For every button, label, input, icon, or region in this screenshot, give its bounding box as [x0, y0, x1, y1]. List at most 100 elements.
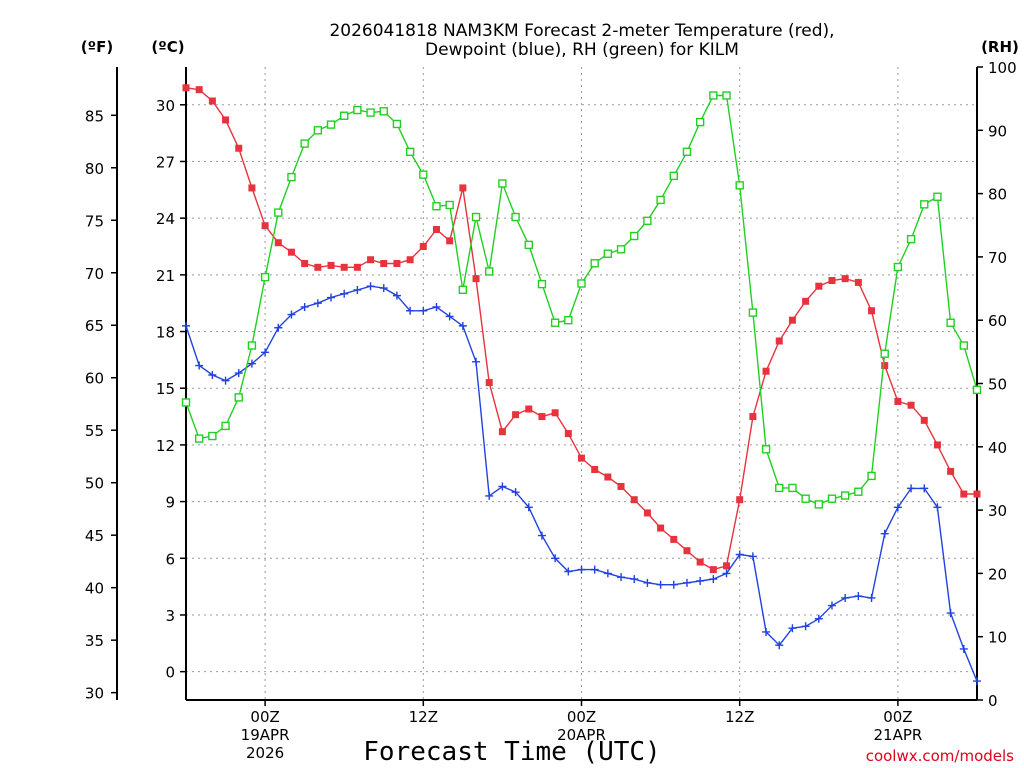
series-1-point-39: [696, 576, 705, 585]
title-line-2: Dewpoint (blue), RH (green) for KILM: [425, 40, 739, 60]
series-1-point-14: [366, 282, 375, 291]
series-0-point-49: [828, 277, 836, 285]
series-2-point-55: [906, 234, 916, 244]
series-0-point-56: [920, 416, 928, 424]
fahrenheit-tick-label-1: 35: [85, 632, 104, 650]
series-0-point-11: [327, 261, 335, 269]
series-1-point-13: [353, 285, 362, 294]
series-1-point-35: [643, 578, 652, 587]
fahrenheit-tick-label-9: 75: [85, 212, 104, 230]
celsius-tick-label-3: 9: [165, 494, 175, 512]
series-1-point-12: [340, 289, 349, 298]
series-0-point-15: [380, 260, 388, 268]
series-2-point-36: [656, 195, 665, 205]
series-2-point-26: [524, 240, 533, 250]
series-1-point-18: [419, 306, 428, 315]
series-1-point-11: [327, 293, 336, 302]
series-1-point-22: [472, 357, 481, 366]
series-2-point-32: [603, 249, 613, 258]
series-2-point-16: [392, 119, 402, 129]
series-2-point-8: [287, 172, 296, 182]
title-line-1: 2026041818 NAM3KM Forecast 2-meter Tempe…: [329, 21, 834, 41]
fahrenheit-tick-label-0: 30: [85, 685, 104, 703]
series-2-point-41: [722, 91, 731, 100]
series-2-point-17: [405, 147, 415, 157]
series-2-point-54: [893, 262, 903, 272]
series-0-point-60: [973, 490, 981, 498]
series-0-point-31: [591, 465, 599, 473]
series-2-point-30: [577, 279, 586, 288]
series-1-point-17: [406, 306, 415, 315]
series-0-point-24: [498, 428, 506, 436]
series-1-point-29: [564, 567, 573, 576]
series-1-point-59: [959, 644, 968, 653]
series-2-point-52: [867, 471, 876, 481]
series-1-point-16: [392, 291, 401, 300]
celsius-tick-label-10: 30: [156, 97, 175, 115]
series-1-point-52: [867, 593, 876, 602]
series-1: [182, 282, 981, 686]
series-2-point-59: [959, 341, 969, 350]
series-0-point-57: [933, 441, 941, 449]
series-1-point-45: [775, 641, 784, 650]
series-1-point-58: [946, 609, 955, 618]
series-0-point-9: [301, 260, 309, 268]
series-1-point-3: [221, 376, 230, 385]
series-1-point-43: [748, 552, 757, 561]
x-tick-label-4-0: 00Z: [883, 708, 912, 726]
celsius-tick-label-6: 18: [156, 324, 175, 342]
credit-link[interactable]: coolwx.com/models: [866, 747, 1014, 765]
rh-tick-label-9: 90: [988, 122, 1007, 140]
series-0-point-0: [182, 84, 190, 92]
rh-axis-unit: (RH): [981, 38, 1019, 56]
series-2-point-40: [709, 91, 718, 100]
series-1-point-30: [577, 565, 586, 574]
series-0-point-38: [683, 547, 691, 555]
rh-tick-label-6: 60: [988, 312, 1007, 330]
series-0-point-4: [235, 144, 243, 152]
series-0-point-32: [604, 473, 612, 481]
rh-tick-label-8: 80: [988, 186, 1007, 204]
series-1-point-31: [590, 565, 599, 574]
series-1-point-53: [880, 529, 889, 538]
series-0-point-23: [485, 379, 493, 387]
series-0-point-17: [406, 256, 414, 264]
series-2-point-39: [695, 117, 705, 127]
series-0-point-16: [393, 260, 401, 268]
series-2-point-42: [735, 181, 744, 190]
series-2-point-34: [630, 231, 639, 241]
series-2-point-20: [445, 200, 454, 210]
series-1-point-33: [617, 573, 626, 582]
series-2-point-57: [933, 192, 942, 201]
series-0-point-6: [261, 222, 269, 230]
series-2-point-44: [761, 445, 771, 454]
x-tick-label-0-2: 2026: [246, 744, 284, 762]
series-0-point-12: [340, 263, 348, 271]
series-0-point-10: [314, 263, 322, 271]
x-axis-label: Forecast Time (UTC): [363, 737, 660, 767]
series-2-point-9: [300, 139, 309, 148]
series-0-point-54: [894, 397, 902, 405]
series-1-point-19: [432, 302, 441, 311]
series-1-point-7: [274, 323, 283, 332]
series-2-point-21: [458, 285, 468, 295]
celsius-tick-label-9: 27: [156, 153, 175, 171]
series-0-point-20: [446, 237, 454, 245]
series-2-point-3: [221, 421, 230, 431]
series-0-point-37: [670, 535, 678, 543]
series-2-point-45: [775, 483, 784, 493]
fahrenheit-axis-unit: (ºF): [81, 38, 113, 56]
series-1-line: [185, 285, 978, 682]
series-0-point-22: [472, 275, 480, 283]
series-0-point-46: [788, 316, 796, 324]
series-0-point-7: [274, 239, 282, 247]
rh-tick-label-1: 10: [988, 629, 1007, 647]
series-2-point-5: [247, 341, 257, 350]
series-0-point-40: [709, 566, 717, 574]
series-0-point-35: [643, 509, 651, 517]
series-2: [181, 91, 982, 509]
series-2-point-29: [564, 316, 573, 325]
rh-tick-label-5: 50: [988, 376, 1007, 394]
series-0-point-44: [762, 367, 770, 375]
series-1-point-9: [300, 302, 309, 311]
